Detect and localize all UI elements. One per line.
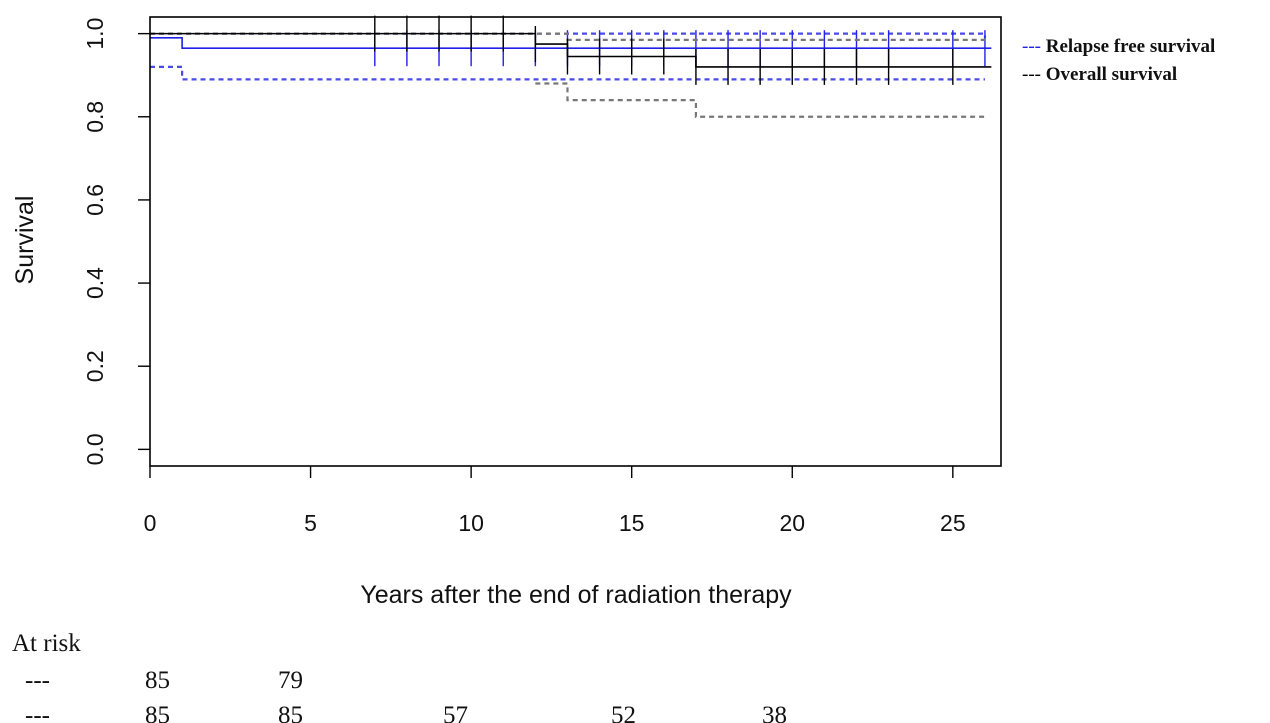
at-risk-value: 38 bbox=[762, 702, 787, 723]
legend-label: Overall survival bbox=[1046, 64, 1177, 85]
legend-marker: --- bbox=[1022, 36, 1046, 57]
y-tick-label: 0.0 bbox=[82, 433, 108, 465]
y-tick-label: 0.4 bbox=[82, 267, 108, 299]
x-axis-title: Years after the end of radiation therapy bbox=[360, 581, 792, 609]
y-axis-title: Survival bbox=[11, 196, 39, 285]
at-risk-value: 85 bbox=[145, 667, 170, 694]
y-tick-label: 0.6 bbox=[82, 184, 108, 216]
x-tick-label: 0 bbox=[144, 510, 157, 536]
survival-curve-line bbox=[150, 32, 992, 68]
at-risk-value: 52 bbox=[611, 702, 636, 723]
at-risk-value: 79 bbox=[278, 667, 303, 694]
at-risk-row-marker: --- bbox=[25, 667, 50, 694]
x-tick-label: 20 bbox=[779, 510, 805, 536]
plot-area bbox=[150, 15, 992, 118]
confidence-lower-line bbox=[535, 82, 985, 118]
x-tick-label: 10 bbox=[458, 510, 484, 536]
survival-curve-line bbox=[150, 36, 992, 49]
at-risk-value: 85 bbox=[145, 702, 170, 723]
axes: 0 5 10 15 20 25 0.0 0.2 0.4 0.6 0.8 1.0 bbox=[82, 16, 1002, 536]
x-tick-label: 5 bbox=[304, 510, 317, 536]
legend: --- Relapse free survival--- Overall sur… bbox=[1022, 36, 1215, 85]
legend-entry: --- Relapse free survival bbox=[1022, 36, 1215, 57]
y-tick-label: 0.2 bbox=[82, 350, 108, 382]
at-risk-label: At risk bbox=[12, 630, 81, 657]
series-2 bbox=[150, 15, 992, 118]
at-risk-table: At risk --- 85 79 --- 85 85 57 52 38 bbox=[12, 630, 787, 723]
plot-frame bbox=[149, 16, 1002, 467]
at-risk-value: 85 bbox=[278, 702, 303, 723]
legend-entry: --- Overall survival bbox=[1022, 64, 1177, 85]
legend-label: Relapse free survival bbox=[1046, 36, 1216, 57]
legend-marker: --- bbox=[1022, 64, 1046, 85]
at-risk-value: 57 bbox=[443, 702, 468, 723]
x-tick-label: 25 bbox=[940, 510, 966, 536]
confidence-lower-line bbox=[150, 65, 985, 81]
at-risk-row-marker: --- bbox=[25, 702, 50, 723]
y-tick-label: 0.8 bbox=[82, 101, 108, 133]
x-tick-label: 15 bbox=[619, 510, 645, 536]
y-tick-label: 1.0 bbox=[82, 18, 108, 50]
series-1 bbox=[150, 30, 992, 81]
